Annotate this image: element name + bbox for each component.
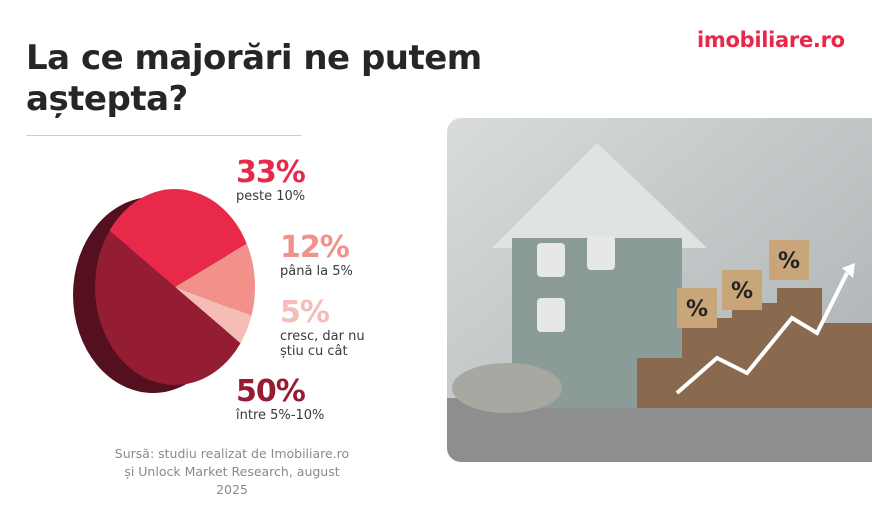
- label-slice-1: 12% până la 5%: [280, 230, 353, 280]
- page-title: La ce majorări ne putem aștepta?: [26, 38, 482, 119]
- house-coins-photo: % % %: [447, 118, 872, 462]
- logo[interactable]: imobiliare.ro: [697, 28, 845, 52]
- pie-slice-3: [95, 230, 241, 385]
- label-slice-3: 50% între 5%-10%: [236, 374, 325, 424]
- pie-chart: [73, 188, 256, 393]
- pie-slice-0: [109, 188, 247, 287]
- percent-tiles: % % %: [677, 240, 809, 328]
- pie-slice-1: [175, 243, 256, 316]
- svg-text:%: %: [778, 249, 800, 274]
- divider: [26, 135, 301, 136]
- label-slice-2: 5% cresc, dar nu știu cu cât: [280, 295, 365, 360]
- svg-text:%: %: [731, 279, 753, 304]
- svg-text:%: %: [686, 297, 708, 322]
- label-slice-0: 33% peste 10%: [236, 155, 306, 205]
- pie-slice-2: [175, 287, 252, 344]
- source-note: Sursă: studiu realizat de Imobiliare.ro ș…: [114, 446, 350, 497]
- trend-arrow-icon: [675, 272, 849, 395]
